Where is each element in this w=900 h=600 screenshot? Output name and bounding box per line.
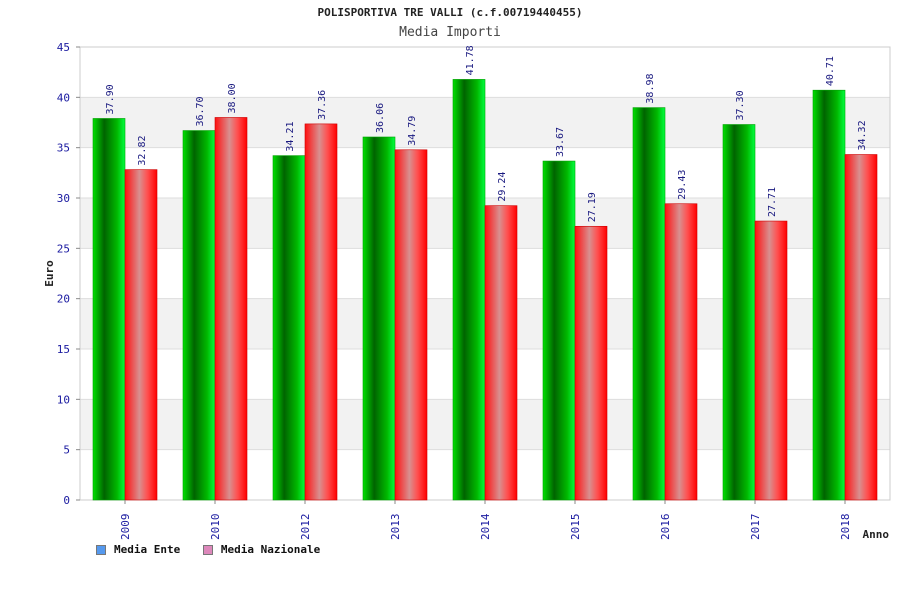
bar-media-ente <box>542 160 576 501</box>
bar-media-ente <box>632 107 666 501</box>
y-tick-label: 25 <box>57 242 70 255</box>
y-tick-label: 15 <box>57 343 70 356</box>
data-label-media-nazionale: 34.32 <box>857 120 868 150</box>
bar-media-ente <box>182 130 216 501</box>
data-label-media-nazionale: 27.19 <box>587 192 598 222</box>
data-label-media-ente: 37.90 <box>105 84 116 114</box>
chart-title: POLISPORTIVA TRE VALLI (c.f.00719440455) <box>317 6 583 19</box>
bar-media-ente <box>272 155 306 501</box>
x-tick-label: 2013 <box>389 514 402 541</box>
legend-item-media-ente: Media Ente <box>96 543 180 556</box>
x-tick-label: 2018 <box>839 514 852 541</box>
data-label-media-ente: 40.71 <box>825 56 836 86</box>
bar-media-nazionale <box>214 117 248 501</box>
y-axis-title: Euro <box>43 260 56 287</box>
data-label-media-nazionale: 27.71 <box>767 187 778 217</box>
data-label-media-nazionale: 29.24 <box>497 172 508 202</box>
data-label-media-nazionale: 37.36 <box>317 90 328 120</box>
data-label-media-nazionale: 34.79 <box>407 116 418 146</box>
bar-media-nazionale <box>664 203 698 501</box>
legend-item-media-nazionale: Media Nazionale <box>202 543 321 556</box>
y-tick-label: 20 <box>57 293 70 306</box>
y-tick-label: 10 <box>57 393 70 406</box>
x-tick-label: 2015 <box>569 514 582 541</box>
data-label-media-ente: 33.67 <box>555 127 566 157</box>
y-tick-label: 0 <box>63 494 70 507</box>
y-tick-label: 40 <box>57 91 70 104</box>
chart-subtitle: Media Importi <box>399 25 501 40</box>
bar-media-nazionale <box>574 225 608 501</box>
data-label-media-ente: 41.78 <box>465 45 476 75</box>
bar-media-nazionale <box>394 149 428 501</box>
legend-label-media-nazionale: Media Nazionale <box>220 543 321 556</box>
y-tick-label: 35 <box>57 142 70 155</box>
data-label-media-ente: 36.70 <box>195 96 206 126</box>
bar-media-ente <box>812 89 846 501</box>
x-tick-label: 2009 <box>119 514 132 541</box>
legend-label-media-ente: Media Ente <box>114 543 181 556</box>
x-tick-label: 2012 <box>299 514 312 541</box>
x-axis-title: Anno <box>863 528 890 541</box>
data-label-media-ente: 36.06 <box>375 103 386 133</box>
bar-media-nazionale <box>124 169 158 501</box>
y-tick-label: 5 <box>63 444 70 457</box>
bar-media-nazionale <box>484 205 518 501</box>
data-label-media-nazionale: 38.00 <box>227 83 238 113</box>
x-tick-label: 2016 <box>659 514 672 541</box>
data-label-media-nazionale: 29.43 <box>677 170 688 200</box>
data-label-media-ente: 38.98 <box>645 73 656 103</box>
x-tick-label: 2014 <box>479 513 492 540</box>
legend: Media Ente Media Nazionale <box>96 543 336 558</box>
x-tick-label: 2017 <box>749 514 762 541</box>
data-label-media-ente: 37.30 <box>735 90 746 120</box>
y-tick-label: 45 <box>57 41 70 54</box>
bar-media-nazionale <box>304 123 338 501</box>
y-tick-label: 30 <box>57 192 70 205</box>
bar-media-ente <box>362 136 396 501</box>
data-label-media-nazionale: 32.82 <box>137 136 148 166</box>
bar-media-ente <box>722 124 756 501</box>
legend-swatch-media-ente <box>96 544 106 555</box>
legend-swatch-media-nazionale <box>202 544 213 555</box>
bar-media-ente <box>92 118 126 501</box>
bar-media-nazionale <box>844 154 878 501</box>
bar-media-ente <box>452 79 486 501</box>
x-tick-label: 2010 <box>209 514 222 541</box>
bar-media-nazionale <box>754 220 788 501</box>
data-label-media-ente: 34.21 <box>285 122 296 152</box>
